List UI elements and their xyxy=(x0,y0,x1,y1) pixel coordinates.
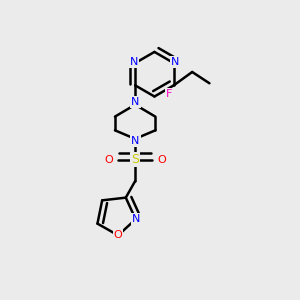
Text: N: N xyxy=(130,57,138,67)
Text: N: N xyxy=(170,57,179,67)
Text: S: S xyxy=(131,153,139,166)
Text: O: O xyxy=(104,155,113,165)
Text: N: N xyxy=(131,136,140,146)
Text: O: O xyxy=(158,155,166,165)
Text: F: F xyxy=(166,89,172,99)
Text: O: O xyxy=(114,230,122,240)
Text: N: N xyxy=(131,97,140,107)
Text: N: N xyxy=(131,214,140,224)
